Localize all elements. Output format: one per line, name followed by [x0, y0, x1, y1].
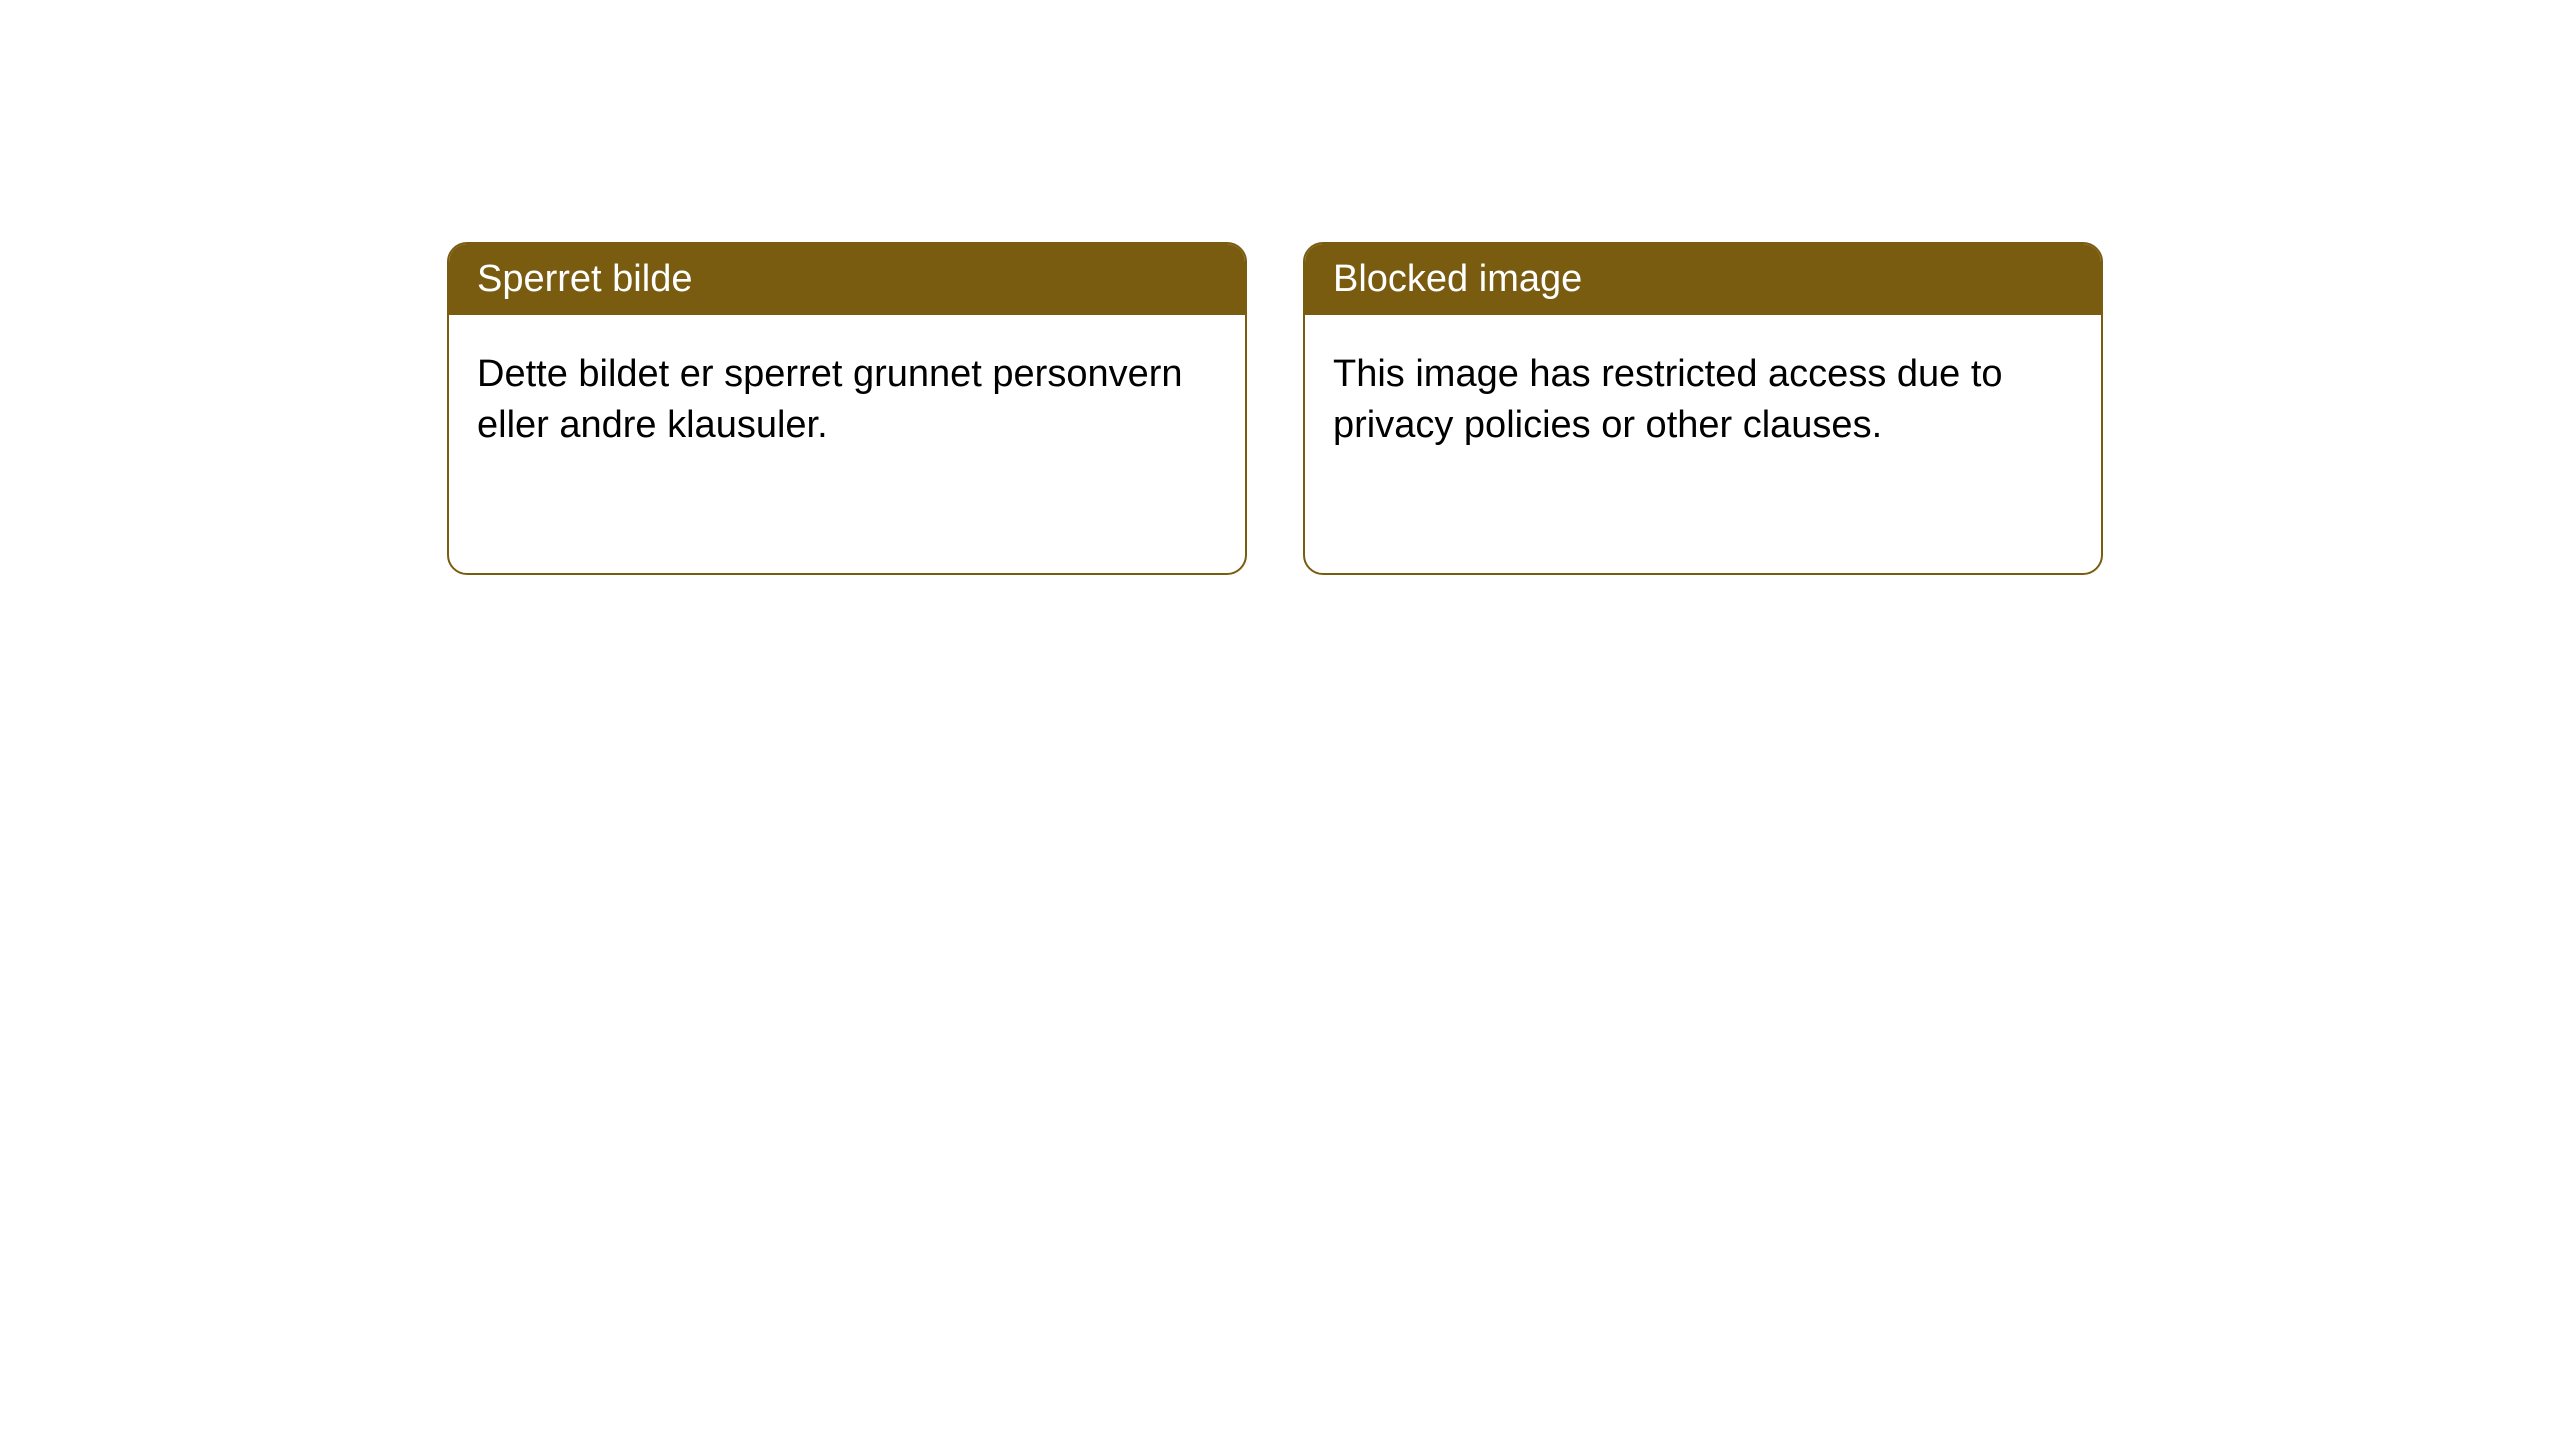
card-header: Blocked image [1305, 244, 2101, 315]
card-body: This image has restricted access due to … [1305, 315, 2101, 486]
card-body: Dette bildet er sperret grunnet personve… [449, 315, 1245, 486]
notice-card-english: Blocked image This image has restricted … [1303, 242, 2103, 575]
card-title: Blocked image [1333, 258, 1582, 300]
card-header: Sperret bilde [449, 244, 1245, 315]
notice-card-norwegian: Sperret bilde Dette bildet er sperret gr… [447, 242, 1247, 575]
card-body-text: Dette bildet er sperret grunnet personve… [477, 353, 1183, 446]
card-body-text: This image has restricted access due to … [1333, 353, 2003, 446]
card-title: Sperret bilde [477, 258, 692, 300]
notice-container: Sperret bilde Dette bildet er sperret gr… [0, 0, 2560, 575]
